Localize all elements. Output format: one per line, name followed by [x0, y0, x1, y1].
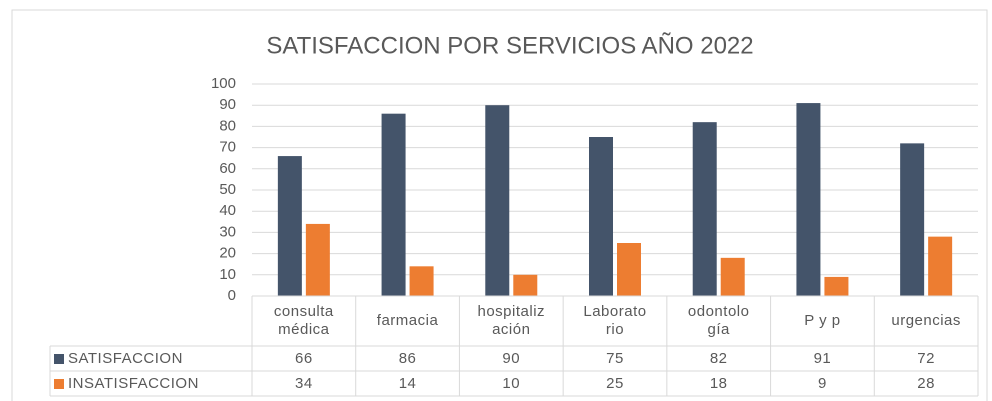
y-tick-label: 10	[219, 266, 236, 283]
bar	[485, 105, 510, 296]
table-value: 18	[709, 374, 728, 392]
table-value: 28	[917, 374, 935, 392]
category-cell: P y p	[804, 312, 841, 329]
bar	[824, 276, 849, 296]
table-value: 10	[502, 374, 521, 392]
bar	[720, 257, 745, 296]
legend-entry: INSATISFACCION	[50, 371, 252, 396]
table-value: 91	[813, 349, 832, 367]
table-value: 75	[606, 349, 624, 367]
category-cell: consulta médica	[273, 303, 334, 338]
category-cell: hospitaliz ación	[477, 303, 546, 338]
table-value: 66	[295, 349, 313, 367]
table-value: 90	[502, 349, 521, 367]
category-cell: farmacia	[376, 312, 439, 329]
bar	[305, 223, 330, 296]
table-value: 14	[398, 374, 417, 392]
y-tick-label: 80	[219, 117, 236, 134]
legend-swatch	[54, 378, 64, 389]
category-cell: Laborato rio	[583, 303, 647, 338]
table-value: 86	[398, 349, 417, 367]
bar	[928, 236, 953, 296]
bar	[900, 143, 925, 296]
category-cell: odontolo gía	[687, 303, 750, 338]
bar	[277, 156, 302, 296]
table-value: 25	[606, 374, 624, 392]
y-tick-label: 70	[219, 139, 236, 156]
y-tick-label: 50	[219, 181, 236, 198]
bar	[513, 274, 538, 296]
table-value: 34	[295, 374, 313, 392]
legend-entry: SATISFACCION	[50, 346, 252, 371]
y-tick-label: 60	[219, 160, 236, 177]
bar	[617, 243, 641, 296]
category-cell: urgencias	[891, 312, 961, 329]
table-value: 82	[709, 349, 728, 367]
chart-title: SATISFACCION POR SERVICIOS AÑO 2022	[266, 32, 753, 59]
y-tick-label: 30	[219, 223, 236, 240]
bar	[692, 122, 717, 296]
bar	[381, 113, 406, 297]
legend-swatch	[54, 353, 64, 364]
y-tick-label: 90	[219, 96, 236, 113]
y-tick-label: 40	[219, 202, 236, 219]
bar	[589, 137, 613, 296]
table-value: 9	[817, 374, 827, 392]
y-tick-label: 20	[219, 245, 236, 262]
bar	[409, 266, 434, 296]
bar	[796, 103, 821, 296]
table-value: 72	[917, 349, 935, 367]
y-tick-label: 100	[211, 75, 236, 92]
y-tick-label: 0	[228, 287, 236, 304]
